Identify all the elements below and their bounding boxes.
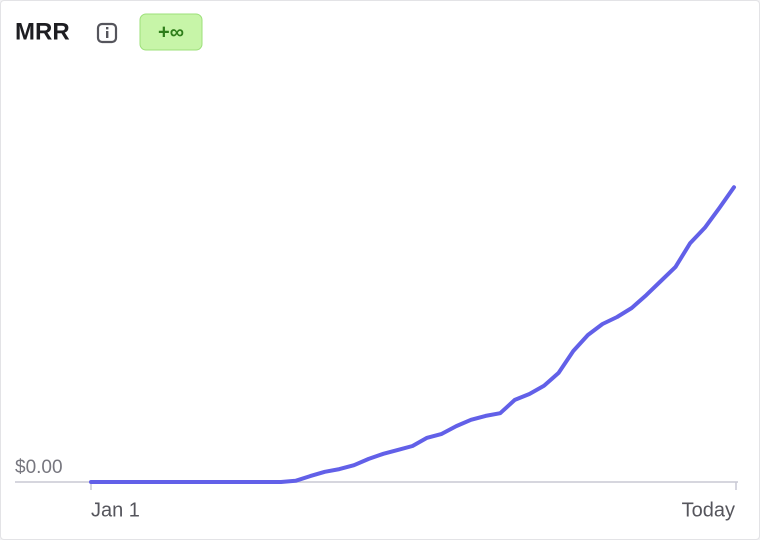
badge-text: +∞ xyxy=(158,21,184,43)
y-tick-label: $0.00 xyxy=(15,457,63,478)
chart-title: MRR xyxy=(15,18,70,45)
info-icon[interactable] xyxy=(96,22,118,44)
badge xyxy=(139,13,203,51)
x-tick-label: Today xyxy=(682,499,735,521)
mrr-line xyxy=(89,185,736,484)
x-tick-label: Jan 1 xyxy=(91,499,140,521)
